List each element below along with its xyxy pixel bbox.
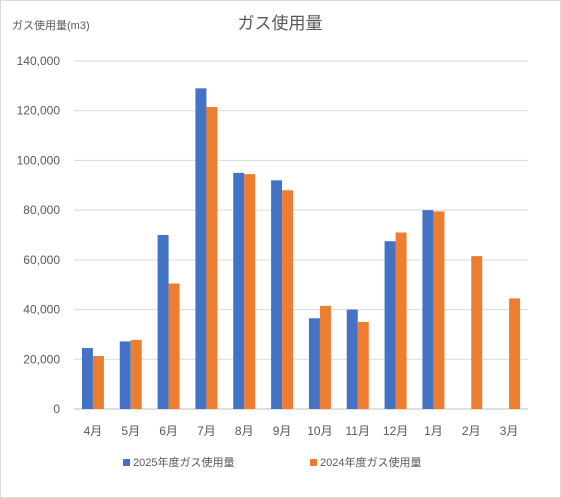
bar-2025-9 <box>422 210 434 409</box>
x-tick-label: 5月 <box>121 424 140 438</box>
bar-2024-5 <box>282 190 294 409</box>
legend-label: 2024年度ガス使用量 <box>320 455 421 469</box>
bar-2025-2 <box>157 235 169 409</box>
y-tick-label: 40,000 <box>23 303 60 317</box>
x-tick-label: 10月 <box>307 424 332 438</box>
bar-2024-9 <box>433 211 445 409</box>
y-tick-label: 0 <box>53 402 60 416</box>
bar-2025-3 <box>195 88 207 409</box>
bar-2025-8 <box>384 241 396 409</box>
legend-swatch <box>123 459 130 466</box>
y-axis-ticks: 0 20,000 40,000 60,000 80,000 100,000 120,000 1… <box>17 54 61 416</box>
bar-2024-10 <box>471 256 483 409</box>
x-tick-label: 7月 <box>197 424 216 438</box>
bar-2024-2 <box>168 283 180 409</box>
y-tick-label: 100,000 <box>17 153 61 167</box>
bars <box>81 88 521 409</box>
y-tick-label: 140,000 <box>17 54 61 68</box>
x-tick-label: 6月 <box>159 424 178 438</box>
x-tick-label: 1月 <box>424 424 443 438</box>
x-tick-label: 8月 <box>235 424 254 438</box>
x-axis-ticks: 4月 5月 6月 7月 8月 9月 10月 11月 12月 1月 2月 3月 <box>84 424 519 438</box>
bar-2025-6 <box>308 318 320 409</box>
y-tick-label: 80,000 <box>23 203 60 217</box>
bar-2024-1 <box>130 339 142 409</box>
y-axis-label: ガス使用量(m3) <box>12 19 90 32</box>
bar-2024-11 <box>509 298 521 409</box>
gridlines <box>74 60 528 410</box>
bar-2025-0 <box>81 348 93 409</box>
legend-label: 2025年度ガス使用量 <box>133 455 234 469</box>
y-tick-label: 20,000 <box>23 352 60 366</box>
legend: 2025年度ガス使用量 2024年度ガス使用量 <box>123 455 421 469</box>
bar-2024-0 <box>92 356 104 409</box>
x-tick-label: 11月 <box>346 424 370 438</box>
bar-2024-6 <box>319 305 331 409</box>
y-tick-label: 60,000 <box>23 253 60 267</box>
bar-2024-8 <box>395 232 407 409</box>
x-tick-label: 9月 <box>273 424 292 438</box>
bar-2025-1 <box>119 341 131 409</box>
x-tick-label: 12月 <box>383 424 408 438</box>
y-tick-label: 120,000 <box>17 104 61 118</box>
bar-2024-7 <box>357 322 369 409</box>
bar-2025-7 <box>346 309 358 409</box>
legend-swatch <box>310 459 317 466</box>
x-tick-label: 4月 <box>84 424 103 438</box>
chart-title: ガス使用量 <box>238 13 323 33</box>
bar-2025-4 <box>233 172 245 409</box>
bar-2025-5 <box>271 180 283 409</box>
bar-2024-4 <box>244 174 256 409</box>
x-tick-label: 2月 <box>462 424 481 438</box>
bar-2024-3 <box>206 106 218 409</box>
x-tick-label: 3月 <box>500 424 519 438</box>
